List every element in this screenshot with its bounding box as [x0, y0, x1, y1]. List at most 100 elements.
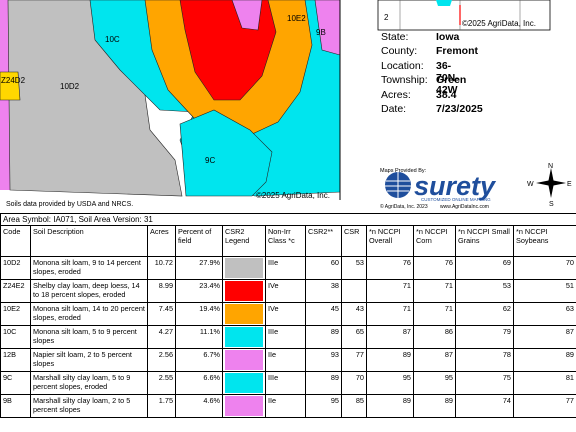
table-cell: 63 [513, 302, 576, 326]
table-cell: 75 [455, 371, 514, 395]
info-row: Location: 36-70N-42W [381, 59, 459, 96]
table-row: 9B Marshall silty clay loam, 2 to 5 perce… [0, 394, 576, 418]
table-cell: 89 [305, 325, 342, 349]
table-cell: 9C [0, 371, 31, 395]
info-label: Location: [381, 59, 424, 72]
info-label: Township: [381, 74, 428, 87]
header-cell: Non-Irr Class *c [265, 225, 306, 257]
table-cell: 10C [0, 325, 31, 349]
table-row: 12B Napier silt loam, 2 to 5 percent slop… [0, 348, 576, 372]
table-cell: 95 [305, 394, 342, 418]
legend-cell [222, 348, 266, 372]
table-cell: 6.6% [175, 371, 223, 395]
table-cell: 95 [366, 371, 414, 395]
info-row: Date: 7/23/2025 [381, 102, 483, 117]
legend-cell [222, 371, 266, 395]
legend-cell [222, 256, 266, 280]
header-cell: Acres [147, 225, 176, 257]
map-label: 9B [316, 28, 326, 37]
table-cell: 89 [305, 371, 342, 395]
table-cell: IIIe [265, 371, 306, 395]
table-row: 10C Monona silt loam, 5 to 9 percent slop… [0, 325, 576, 349]
header-cell: CSR [341, 225, 367, 257]
table-cell: 6.7% [175, 348, 223, 372]
table-cell: 11.1% [175, 325, 223, 349]
header-row: Code Soil Description Acres Percent of fiel… [0, 225, 576, 257]
table-cell: IVe [265, 302, 306, 326]
locator-copyright: ©2025 AgriData, Inc. [462, 19, 536, 28]
legend-cell [222, 302, 266, 326]
compass-n: N [548, 163, 553, 170]
table-cell: 10.72 [147, 256, 176, 280]
soil-table: Area Symbol: IA071, Soil Area Version: 3… [0, 213, 576, 418]
table-cell: Monona silt loam, 14 to 20 percent slope… [30, 302, 148, 326]
table-cell: 71 [366, 302, 414, 326]
table-cell: Shelby clay loam, deep loess, 14 to 18 p… [30, 279, 148, 303]
provider-tagline: CUSTOMIZED ONLINE MAPPING [421, 197, 491, 202]
table-cell: 27.9% [175, 256, 223, 280]
info: State: Iowa County: Fremont Location: 36-70N-… [381, 31, 483, 117]
info-row: Acres: 38.4 [381, 88, 456, 103]
soil-map: 10E2 9B 10C Z24D2 10D2 9C ©2025 AgriData… [0, 0, 341, 200]
table-cell: IIIe [265, 256, 306, 280]
source-note: Soils data provided by USDA and NRCS. [6, 201, 134, 208]
table-cell: 19.4% [175, 302, 223, 326]
provider: Maps Provided By: surety CUSTOMIZED ONLI… [380, 168, 497, 210]
map-label: 10C [105, 35, 120, 44]
table-cell: 43 [341, 302, 367, 326]
table-cell: 7.45 [147, 302, 176, 326]
legend-swatch [225, 396, 263, 416]
table-row: 9C Marshall silty clay loam, 5 to 9 perce… [0, 371, 576, 395]
info-value: 38.4 [436, 88, 457, 101]
info-row: Township: Green [381, 74, 466, 88]
table-cell: 70 [341, 371, 367, 395]
header-cell: *n NCCPI Corn [413, 225, 456, 257]
compass-w: W [527, 181, 534, 188]
table-caption: Area Symbol: IA071, Soil Area Version: 3… [0, 213, 576, 226]
compass: N S E W [527, 163, 572, 208]
table-cell: Napier silt loam, 2 to 5 percent slopes [30, 348, 148, 372]
table-cell: 76 [366, 256, 414, 280]
table-cell: 89 [413, 394, 456, 418]
table-cell: 12B [0, 348, 31, 372]
table-cell: 76 [413, 256, 456, 280]
table-cell: 77 [513, 394, 576, 418]
legend-swatch [225, 350, 263, 370]
table-cell: 86 [413, 325, 456, 349]
table-cell: 53 [341, 256, 367, 280]
locator-label: 2 [384, 13, 389, 22]
map-label: 10D2 [60, 82, 80, 91]
header-cell: Soil Description [30, 225, 148, 257]
table-cell: 45 [305, 302, 342, 326]
table-cell: 89 [366, 394, 414, 418]
table-cell: 62 [455, 302, 514, 326]
header-cell: CSR2** [305, 225, 342, 257]
info-label: Date: [381, 102, 407, 115]
info-value: Green [436, 74, 467, 87]
header-cell: *n NCCPI Small Grains [455, 225, 514, 257]
table-cell: 93 [305, 348, 342, 372]
compass-s: S [549, 201, 554, 208]
table-cell: IIe [265, 394, 306, 418]
legend-swatch [225, 373, 263, 393]
provider-copyright: © AgriData, Inc. 2023 [380, 203, 428, 210]
table-cell: 69 [455, 256, 514, 280]
info-label: Acres: [381, 88, 411, 101]
compass-e: E [567, 181, 572, 188]
header-cell: Code [0, 225, 31, 257]
table-cell: 74 [455, 394, 514, 418]
table-row: 10E2 Monona silt loam, 14 to 20 percent s… [0, 302, 576, 326]
table-cell: 77 [341, 348, 367, 372]
map-label: 9C [205, 156, 215, 165]
table-cell: 1.75 [147, 394, 176, 418]
table-cell: 10E2 [0, 302, 31, 326]
table-cell: 9B [0, 394, 31, 418]
maps: 10E2 9B 10C Z24D2 10D2 9C ©2025 AgriData… [0, 0, 572, 210]
table-cell: Marshall silty clay loam, 2 to 5 percent… [30, 394, 148, 418]
header-cell: CSR2 Legend [222, 225, 266, 257]
table-cell: IVe [265, 279, 306, 303]
legend-cell [222, 325, 266, 349]
table-cell: 81 [513, 371, 576, 395]
table-cell: 4.6% [175, 394, 223, 418]
